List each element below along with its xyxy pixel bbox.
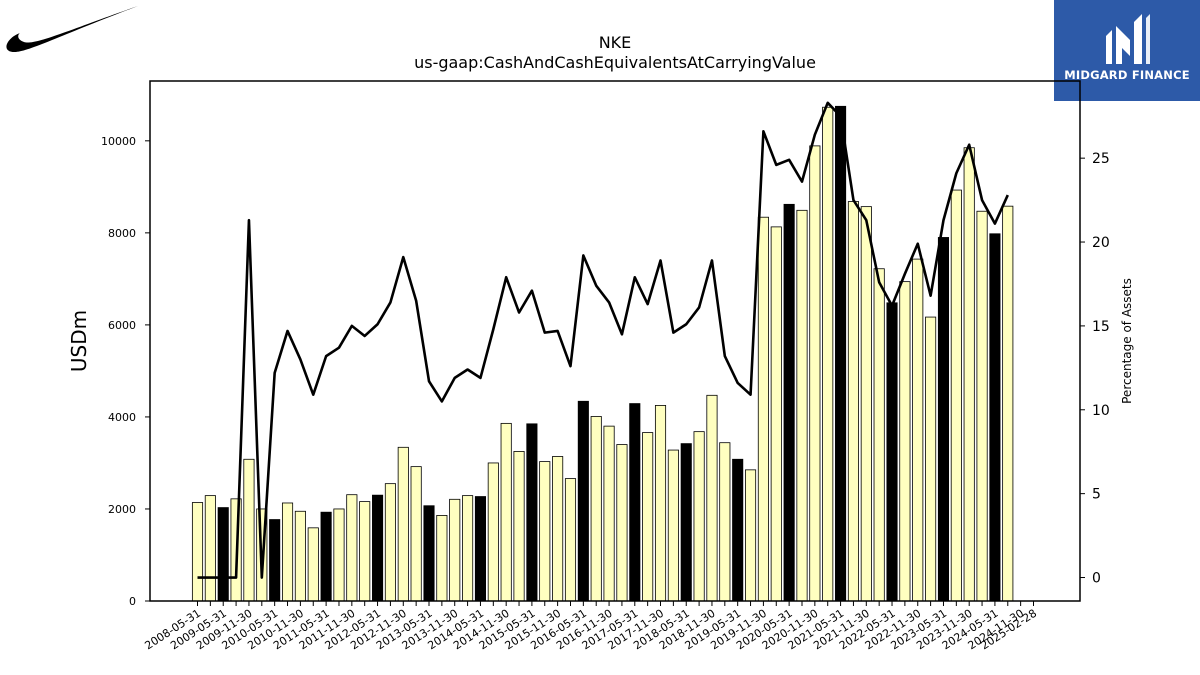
- bar: [513, 451, 525, 602]
- bar: [359, 501, 371, 602]
- percentage-line: [197, 101, 1009, 579]
- bar: [847, 201, 859, 602]
- left-axis: 0 2000 4000 6000 8000 10000: [101, 135, 150, 608]
- bar: [873, 268, 885, 602]
- bar: [294, 510, 306, 602]
- y2-tick-label: 15: [1092, 319, 1110, 335]
- bar: [667, 449, 679, 602]
- bar: [539, 461, 551, 602]
- bar: [654, 405, 667, 602]
- bar: [899, 281, 911, 602]
- bar: [693, 431, 705, 602]
- chart-subtitle: us-gaap:CashAndCashEquivalentsAtCarrying…: [414, 53, 816, 72]
- bar: [384, 483, 396, 602]
- bar: [963, 147, 975, 602]
- bar: [474, 496, 486, 602]
- y2-tick-label: 0: [1092, 571, 1101, 587]
- bar: [500, 422, 512, 602]
- y-tick-label: 6000: [108, 319, 136, 332]
- bar: [333, 508, 345, 602]
- publisher-name: MIDGARD FINANCE: [1064, 68, 1190, 82]
- bar-series: [191, 105, 1014, 602]
- bar: [462, 495, 474, 602]
- midgard-m-icon: [1054, 0, 1200, 101]
- bar: [281, 502, 294, 602]
- y-tick-label: 0: [129, 595, 136, 608]
- bar: [346, 494, 358, 602]
- y2-tick-label: 25: [1092, 151, 1110, 167]
- bar: [989, 233, 1001, 602]
- y-axis-label: USDm: [67, 310, 91, 372]
- bar: [552, 456, 564, 602]
- bar: [860, 206, 872, 602]
- bar: [745, 469, 757, 602]
- bar: [526, 423, 538, 602]
- bar: [269, 519, 281, 602]
- bar: [642, 432, 654, 602]
- bar: [449, 498, 461, 602]
- bar: [307, 527, 319, 602]
- bar: [937, 237, 950, 602]
- bar: [320, 511, 332, 602]
- bar: [243, 458, 255, 602]
- bar: [423, 505, 435, 602]
- y2-tick-label: 10: [1092, 403, 1110, 419]
- bar: [783, 203, 795, 602]
- bar: [616, 444, 628, 602]
- right-axis: 0 5 10 15 20 25: [1080, 151, 1110, 587]
- bar: [719, 442, 731, 602]
- plot-frame: [149, 80, 1081, 602]
- y-tick-label: 4000: [108, 411, 136, 424]
- x-axis: 2008-05-312009-05-312009-11-302010-05-31…: [142, 601, 1039, 652]
- y2-tick-label: 20: [1092, 235, 1110, 251]
- bar: [603, 425, 615, 602]
- bar: [835, 105, 847, 602]
- bar: [204, 495, 216, 602]
- bar: [590, 416, 602, 602]
- bar: [770, 226, 782, 602]
- bar: [629, 403, 641, 602]
- bar: [487, 462, 499, 602]
- bar: [397, 446, 409, 602]
- bar: [912, 258, 924, 602]
- y-tick-label: 2000: [108, 503, 136, 516]
- bar: [410, 466, 422, 602]
- bar: [1002, 205, 1014, 602]
- nike-swoosh-icon: [6, 6, 139, 53]
- bar: [577, 400, 589, 602]
- chart-title: NKE: [599, 33, 632, 52]
- bar: [372, 494, 384, 602]
- bar: [809, 145, 821, 602]
- bar: [217, 507, 229, 602]
- bar: [564, 478, 577, 602]
- bar: [436, 515, 448, 602]
- y-tick-label: 10000: [101, 135, 136, 148]
- line-series: [197, 101, 1009, 579]
- y-tick-label: 8000: [108, 227, 136, 240]
- bar: [706, 394, 718, 602]
- bar: [796, 209, 808, 602]
- bar: [886, 302, 898, 602]
- bar: [976, 210, 988, 602]
- y2-axis-label: Percentage of Assets: [1120, 278, 1134, 404]
- y2-tick-label: 5: [1092, 487, 1101, 503]
- bar: [680, 443, 692, 602]
- publisher-logo-box: MIDGARD FINANCE: [1054, 0, 1200, 101]
- bar: [822, 106, 834, 602]
- bar: [950, 189, 962, 602]
- bar: [732, 458, 744, 602]
- bar: [191, 502, 204, 602]
- bar: [757, 216, 769, 602]
- bar: [925, 316, 937, 602]
